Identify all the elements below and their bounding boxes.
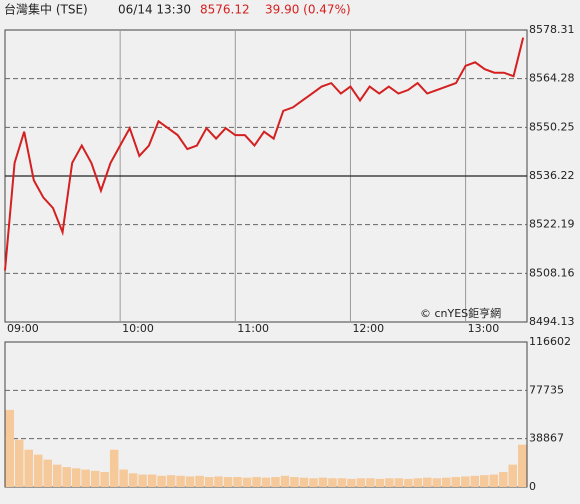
x-tick-label: 09:00 <box>7 322 39 335</box>
volume-bar <box>24 449 33 487</box>
x-tick-label: 11:00 <box>237 322 269 335</box>
volume-bar <box>451 477 461 487</box>
y-tick-label: 77735 <box>529 383 564 396</box>
volume-bar <box>508 464 518 487</box>
x-tick-label: 10:00 <box>122 322 154 335</box>
y-tick-label: 8508.16 <box>529 266 575 279</box>
volume-bar <box>5 409 14 487</box>
volume-bar <box>271 477 280 487</box>
volume-bar <box>318 477 328 487</box>
price-line <box>4 37 525 271</box>
volume-bar <box>442 477 451 487</box>
datetime: 06/14 13:30 <box>118 3 191 17</box>
volume-bar <box>385 478 394 487</box>
volume-bar <box>176 475 185 487</box>
volume-bar <box>147 474 157 487</box>
volume-bar <box>432 478 442 487</box>
volume-bar <box>90 470 100 487</box>
volume-bar <box>81 469 90 487</box>
volume-bar <box>413 478 423 487</box>
volume-bar <box>128 473 138 487</box>
volume-plot-frame <box>4 341 528 488</box>
volume-bar <box>185 476 195 487</box>
volume-bar <box>14 439 24 487</box>
y-tick-label: 8564.28 <box>529 72 575 85</box>
volume-bar <box>470 475 480 487</box>
volume-bar <box>499 472 508 487</box>
volume-bar <box>195 475 204 487</box>
chart-title: 台灣集中 (TSE) <box>4 2 88 17</box>
volume-bar <box>109 449 119 487</box>
volume-bar <box>252 477 261 487</box>
y-tick-label: 8522.19 <box>529 218 575 231</box>
volume-bar <box>33 454 43 487</box>
volume-bar <box>461 476 470 487</box>
volume-bar <box>356 478 366 487</box>
volume-bar <box>119 469 128 487</box>
volume-bar <box>347 478 356 487</box>
watermark: © cnYES鉅亨網 <box>420 306 501 320</box>
volume-bar <box>62 467 71 487</box>
y-tick-label: 38867 <box>529 432 564 445</box>
volume-bar <box>299 477 309 487</box>
volume-bar <box>100 472 109 487</box>
volume-bar <box>328 478 337 487</box>
volume-bar <box>157 475 166 487</box>
change: 39.90 (0.47%) <box>265 3 351 17</box>
volume-bar <box>242 477 252 487</box>
y-tick-label: 8550.25 <box>529 120 575 133</box>
volume-bar <box>375 478 385 487</box>
volume-bar <box>309 478 318 487</box>
volume-bar <box>480 475 489 487</box>
volume-bar <box>204 477 214 487</box>
volume-bar <box>518 444 527 487</box>
volume-bar <box>366 478 375 487</box>
volume-bar <box>138 474 147 487</box>
volume-bar <box>404 478 413 487</box>
volume-bar <box>71 468 81 487</box>
volume-bar <box>52 464 62 487</box>
volume-bar <box>233 477 242 487</box>
volume-bar <box>166 475 176 487</box>
y-tick-label: 0 <box>529 480 536 493</box>
volume-bar <box>280 475 290 487</box>
volume-bar <box>223 477 233 487</box>
volume-bar <box>290 477 299 487</box>
y-tick-label: 116602 <box>529 335 571 348</box>
y-tick-label: 8536.22 <box>529 169 575 182</box>
y-tick-label: 8578.31 <box>529 23 575 36</box>
volume-bar <box>423 477 432 487</box>
volume-bar <box>337 478 347 487</box>
volume-bar <box>489 474 499 487</box>
x-tick-label: 13:00 <box>468 322 500 335</box>
x-tick-label: 12:00 <box>352 322 384 335</box>
last-price: 8576.12 <box>200 3 250 17</box>
volume-bar <box>43 459 52 487</box>
volume-bar <box>214 476 223 487</box>
volume-bar <box>261 477 271 487</box>
volume-bar <box>394 478 404 487</box>
y-tick-label: 8494.13 <box>529 315 575 328</box>
